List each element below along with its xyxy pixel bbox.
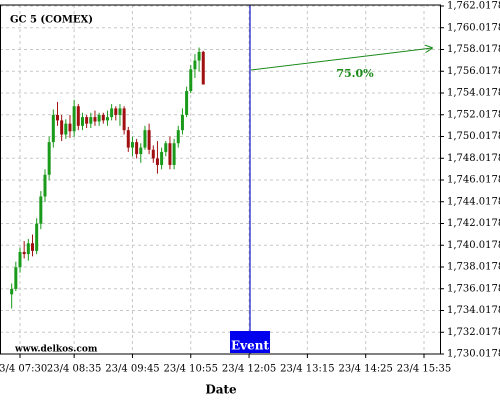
candle-body <box>76 106 80 126</box>
candle-body <box>189 69 193 92</box>
y-tick-label: 1,750.0178 <box>447 131 500 142</box>
candle-body <box>151 149 155 159</box>
y-tick-label: 1,748.0178 <box>447 153 500 164</box>
candle-body <box>126 130 130 148</box>
candle-body <box>172 143 176 165</box>
candle-body <box>30 243 34 251</box>
candle-body <box>97 114 101 122</box>
x-tick-label: 23/4 15:35 <box>397 364 451 375</box>
y-tick-label: 1,746.0178 <box>447 175 500 186</box>
x-tick-label: 23/4 13:15 <box>280 364 334 375</box>
candle-body <box>164 143 168 152</box>
candle-body <box>43 174 47 197</box>
candle-body <box>110 108 114 118</box>
candle-body <box>55 114 59 121</box>
candle-body <box>168 143 172 165</box>
y-tick-label: 1,736.0178 <box>447 283 500 294</box>
candle-body <box>64 123 68 135</box>
projection-arrow <box>250 48 432 71</box>
candle-body <box>143 130 147 148</box>
candle-body <box>197 51 201 61</box>
event-box <box>230 331 270 353</box>
chart-title: GC 5 (COMEX) <box>10 15 93 26</box>
y-tick-label: 1,744.0178 <box>447 196 500 207</box>
y-tick-label: 1,742.0178 <box>447 218 500 229</box>
candle-body <box>39 196 43 224</box>
candle-body <box>105 117 109 121</box>
candle-body <box>185 91 189 115</box>
candle-body <box>180 114 184 131</box>
x-tick-label: 23/4 08:35 <box>47 364 101 375</box>
candle-body <box>114 108 118 115</box>
candle-body <box>122 108 126 131</box>
candle-body <box>101 114 105 121</box>
candle-body <box>60 120 64 135</box>
x-tick-label: 23/4 12:05 <box>222 364 276 375</box>
annotation: 75.0% <box>336 67 374 80</box>
candle-body <box>35 223 39 251</box>
candle-body <box>160 151 164 165</box>
candle-body <box>26 243 30 255</box>
y-tick-label: 1,752.0178 <box>447 109 500 120</box>
candle-body <box>68 123 72 132</box>
candle-body <box>80 117 84 126</box>
candle-body <box>10 288 14 295</box>
candle-body <box>72 106 76 132</box>
candle-body <box>18 251 22 268</box>
candle-body <box>85 117 89 124</box>
candle-body <box>201 51 205 85</box>
y-tick-label: 1,754.0178 <box>447 88 500 99</box>
candle-body <box>135 142 139 155</box>
y-tick-label: 1,756.0178 <box>447 66 500 77</box>
watermark: www.delkos.com <box>14 345 98 355</box>
candle-body <box>147 130 151 150</box>
y-tick-label: 1,762.0178 <box>447 1 500 12</box>
y-tick-label: 1,760.0178 <box>447 22 500 33</box>
x-tick-label: 23/4 14:25 <box>338 364 392 375</box>
x-tick-label: 23/4 07:30 <box>0 364 47 375</box>
candle-body <box>89 117 93 124</box>
candle-body <box>51 114 55 143</box>
x-tick-label: 23/4 10:55 <box>164 364 218 375</box>
candles <box>10 47 205 309</box>
candle-body <box>93 117 97 122</box>
candle-body <box>118 108 122 115</box>
event-label: Event <box>231 339 269 353</box>
candle-body <box>47 142 51 175</box>
y-tick-label: 1,758.0178 <box>447 44 500 55</box>
candle-body <box>193 60 197 70</box>
candle-body <box>14 267 18 289</box>
grid <box>0 5 440 355</box>
candle-body <box>139 147 143 155</box>
axes: 1,730.0178 1,732.0178 1,734.0178 1,736.0178… <box>0 1 500 375</box>
candle-body <box>130 142 134 148</box>
x-axis-title: Date <box>205 383 237 397</box>
y-tick-label: 1,738.0178 <box>447 262 500 273</box>
candle-body <box>22 251 26 255</box>
candle-body <box>176 130 180 144</box>
candle-body <box>155 158 159 165</box>
y-tick-label: 1,740.0178 <box>447 240 500 251</box>
y-tick-label: 1,732.0178 <box>447 327 500 338</box>
y-tick-label: 1,730.0178 <box>447 349 500 360</box>
x-tick-label: 23/4 09:45 <box>105 364 159 375</box>
y-tick-label: 1,734.0178 <box>447 305 500 316</box>
